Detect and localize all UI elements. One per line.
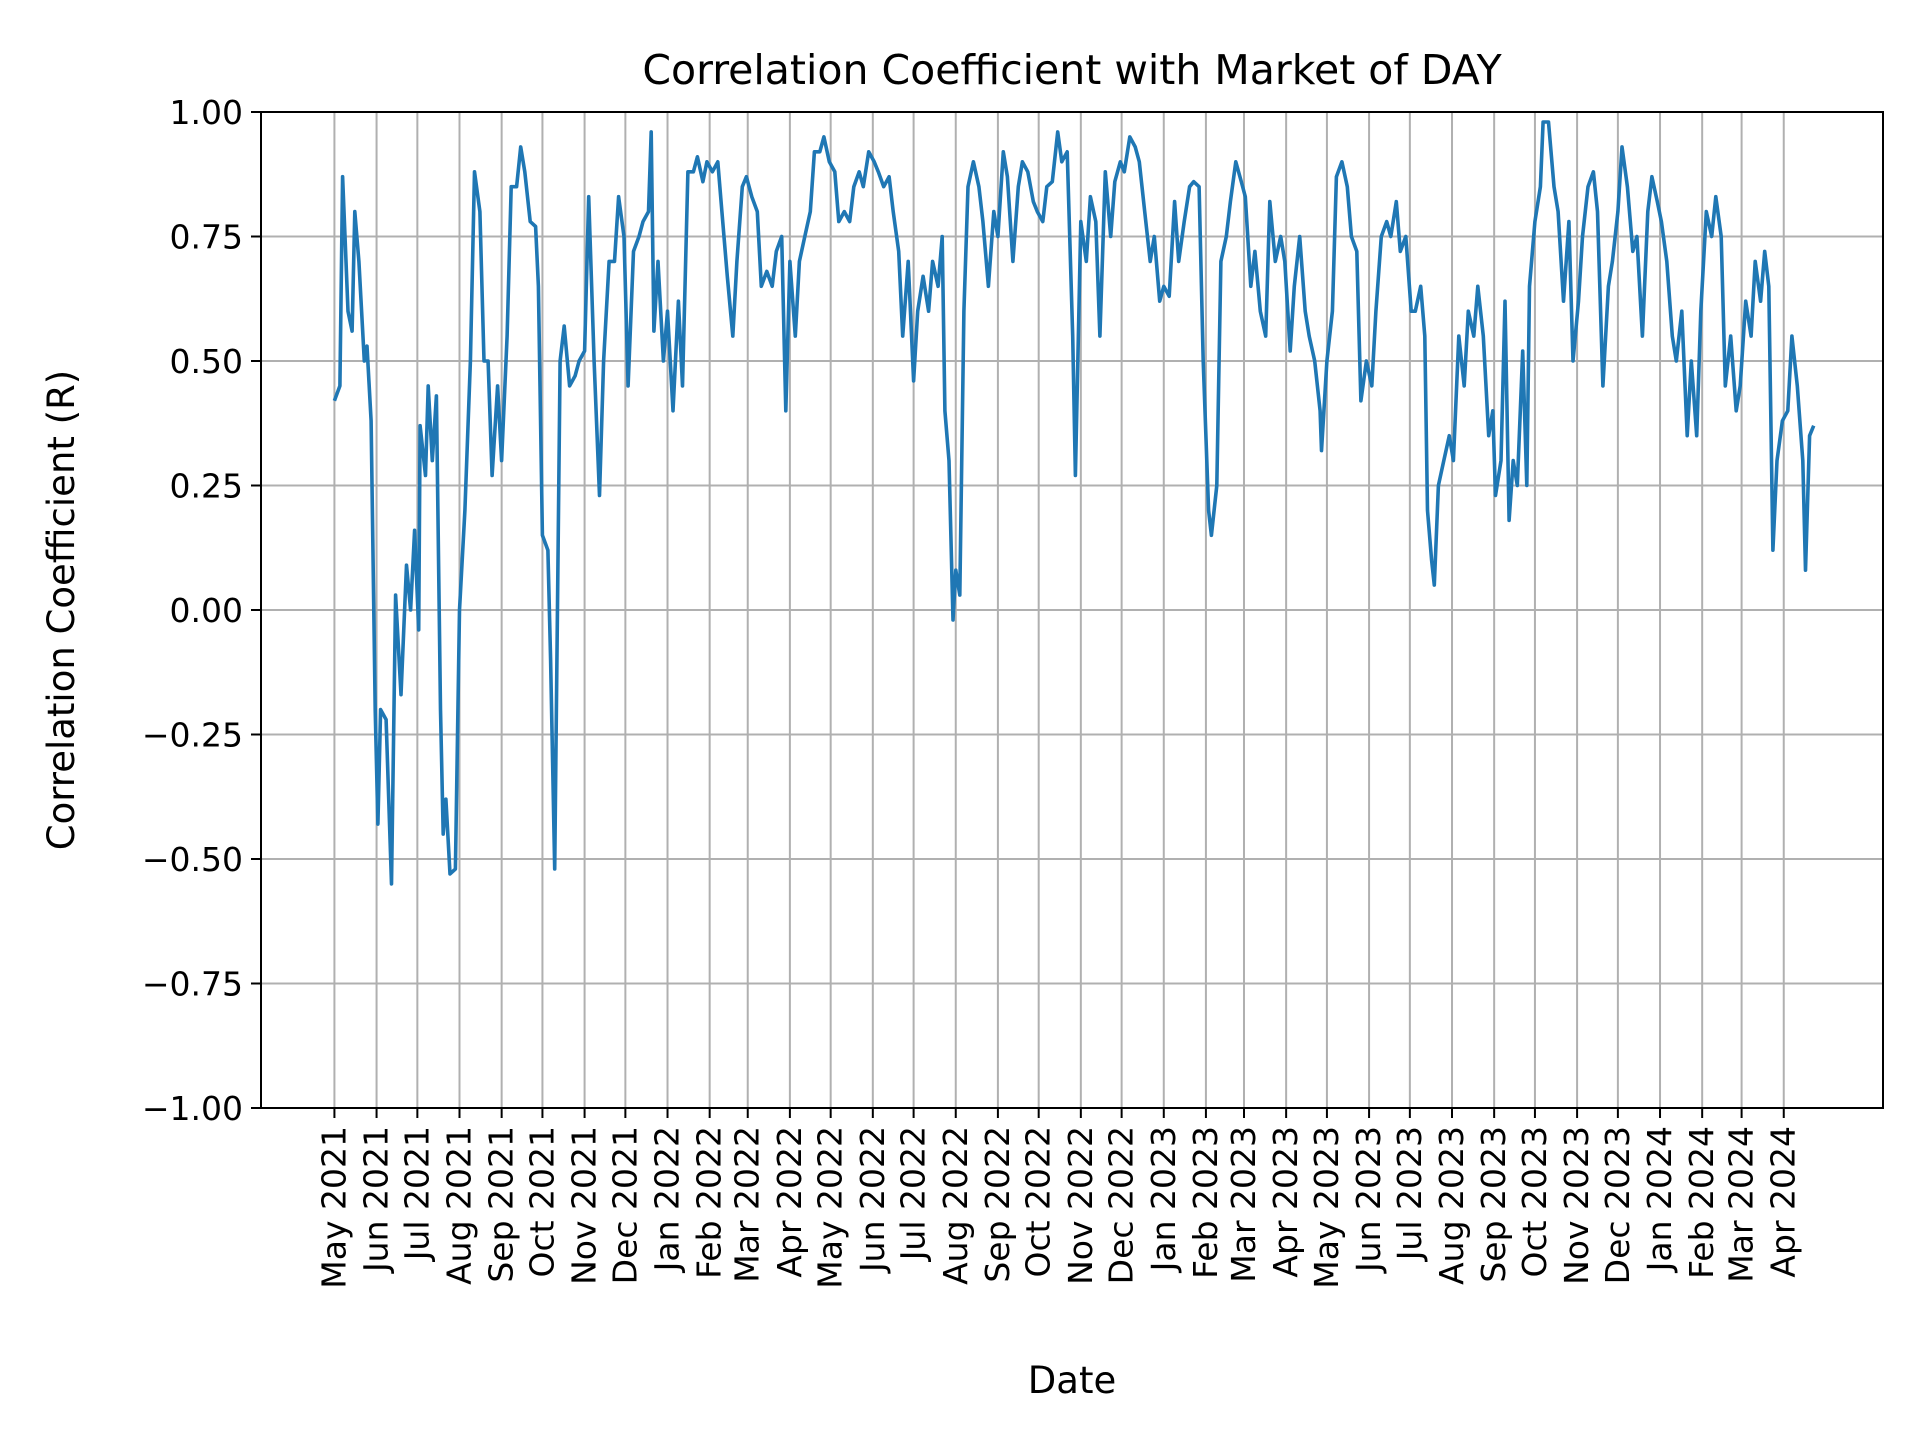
x-tick-label: Apr 2023 [1266, 1126, 1305, 1278]
y-tick-label: 0.25 [170, 467, 243, 506]
y-tick-label: −1.00 [142, 1089, 243, 1128]
x-tick-label: May 2023 [1307, 1126, 1346, 1289]
chart-title: Correlation Coefficient with Market of D… [642, 46, 1502, 94]
x-tick-label: Mar 2024 [1722, 1126, 1761, 1283]
y-tick-label: −0.50 [142, 840, 243, 879]
x-tick-label: Jun 2023 [1349, 1126, 1388, 1274]
series-layer [332, 120, 1816, 886]
x-tick-label: Mar 2023 [1224, 1126, 1263, 1283]
x-tick-label: Jan 2022 [648, 1126, 687, 1273]
x-tick-label: May 2021 [314, 1126, 353, 1289]
x-tick-label: Aug 2023 [1432, 1126, 1471, 1285]
x-tick-label: Jan 2024 [1640, 1126, 1679, 1273]
x-tick-label: Dec 2021 [605, 1126, 644, 1284]
x-tick-label: Jul 2023 [1390, 1126, 1429, 1262]
x-tick-label: Apr 2022 [770, 1126, 809, 1278]
x-tick-label: Sep 2022 [978, 1126, 1017, 1283]
y-tick-label: −0.75 [142, 965, 243, 1004]
x-tick-label: Feb 2024 [1682, 1126, 1721, 1279]
x-axis-label: Date [1028, 1359, 1116, 1402]
y-tick-label: 0.50 [170, 342, 243, 381]
x-tick-label: May 2022 [811, 1126, 850, 1289]
y-tick-label: −0.25 [142, 716, 243, 755]
x-tick-label: Aug 2021 [440, 1126, 479, 1285]
x-tick-label: Feb 2022 [690, 1126, 729, 1279]
x-tick-label: Oct 2023 [1515, 1126, 1554, 1278]
x-tick-label: Jan 2023 [1144, 1126, 1183, 1273]
y-tick-label: 0.75 [170, 218, 243, 257]
plot-frame [260, 111, 1884, 1109]
x-tick-label: Jul 2022 [894, 1126, 933, 1262]
y-axis-label: Correlation Coefficient (R) [40, 370, 83, 850]
x-tick-label: Sep 2023 [1474, 1126, 1513, 1283]
x-tick-label: Mar 2022 [728, 1126, 767, 1283]
x-tick-label: Jun 2021 [357, 1126, 396, 1274]
x-tick-label: Nov 2022 [1061, 1126, 1100, 1285]
x-tick-label: Sep 2021 [482, 1126, 521, 1283]
x-tick-label: Jul 2021 [397, 1126, 436, 1262]
x-tick-label: Dec 2023 [1598, 1126, 1637, 1284]
x-tick-label: Dec 2022 [1102, 1126, 1141, 1284]
x-tick-label: Nov 2023 [1557, 1126, 1596, 1285]
y-tick-label: 1.00 [170, 93, 243, 132]
x-tick-label: Apr 2024 [1764, 1126, 1803, 1278]
x-tick-label: Nov 2021 [565, 1126, 604, 1285]
x-tick-label: Aug 2022 [936, 1126, 975, 1285]
x-tick-label: Oct 2021 [522, 1126, 561, 1278]
grid [261, 111, 1883, 1109]
x-tick-label: Feb 2023 [1186, 1126, 1225, 1279]
x-tick-label: Oct 2022 [1019, 1126, 1058, 1278]
x-tick-label: Jun 2022 [853, 1126, 892, 1274]
y-tick-label: 0.00 [170, 591, 243, 630]
axes: May 2021 Jun 2021 Jul 2021 Aug 2021 Sep 2021… [142, 93, 1884, 1289]
